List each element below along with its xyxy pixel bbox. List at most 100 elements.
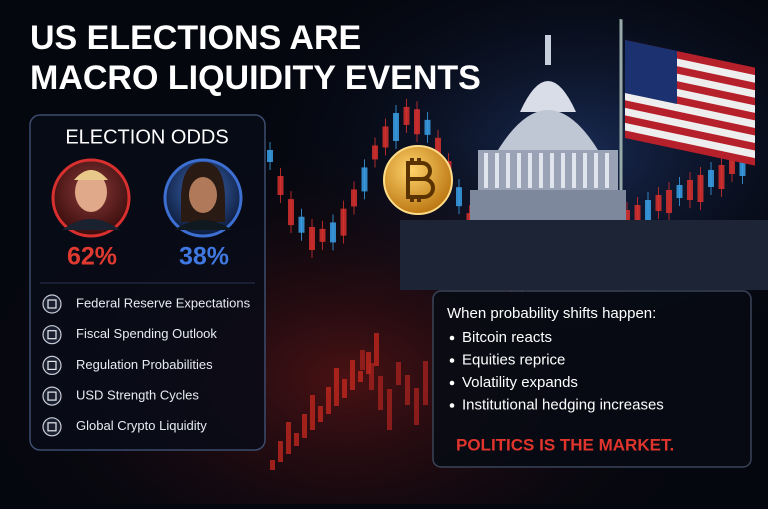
title-line: MACRO LIQUIDITY EVENTS: [30, 59, 481, 97]
candle: [330, 222, 336, 243]
candle: [340, 208, 347, 236]
column: [572, 153, 576, 188]
dome: [498, 110, 598, 150]
candle: [435, 137, 441, 160]
candle: [708, 170, 714, 187]
candle: [374, 333, 379, 366]
candle: [342, 379, 347, 398]
factor-label: Fiscal Spending Outlook: [76, 326, 217, 341]
suit: [174, 220, 232, 230]
candle: [294, 433, 299, 446]
factor-label: Global Crypto Liquidity: [76, 418, 207, 433]
bullet-text: Equities reprice: [462, 351, 565, 368]
candle: [414, 388, 419, 425]
candle: [366, 352, 371, 374]
factor-label: USD Strength Cycles: [76, 388, 199, 403]
base: [470, 190, 626, 220]
column: [484, 153, 488, 188]
candle: [298, 216, 305, 233]
bullet-dot: [449, 380, 455, 386]
candle: [378, 376, 383, 410]
shift-box: [432, 290, 752, 468]
candidate-blue: [163, 158, 243, 238]
candle: [729, 160, 735, 174]
factor-icon: [42, 417, 62, 437]
candle: [676, 185, 683, 198]
candle: [382, 126, 389, 148]
candle: [309, 226, 315, 250]
column: [506, 153, 510, 188]
candle: [361, 167, 368, 192]
factor-icon-glyph: [47, 391, 57, 401]
column: [528, 153, 532, 188]
column: [561, 153, 565, 188]
candle: [278, 441, 283, 462]
flag-stripe: [625, 107, 755, 144]
factor-icon-glyph: [47, 330, 57, 340]
candle: [369, 363, 374, 390]
factor-label: Regulation Probabilities: [76, 357, 213, 372]
bullet-text: Institutional hedging increases: [462, 396, 664, 413]
candle: [396, 362, 401, 385]
bullet-list: Bitcoin reacts Equities reprice Volatility…: [449, 329, 664, 413]
title-line: US ELECTIONS ARE: [30, 19, 361, 57]
factor-icon: [42, 294, 62, 314]
candle: [360, 350, 365, 370]
candle: [697, 175, 704, 202]
shift-heading: When probability shifts happen:: [447, 305, 656, 322]
column: [517, 153, 521, 188]
face: [189, 177, 217, 213]
candle: [655, 195, 662, 211]
column: [550, 153, 554, 188]
factor-icon: [42, 325, 62, 345]
candle: [645, 200, 651, 226]
candle: [403, 106, 410, 125]
factor-icon: [42, 386, 62, 406]
candle: [310, 395, 315, 430]
flag: [619, 18, 755, 290]
candle: [267, 150, 273, 162]
capitol: [400, 35, 768, 290]
candle: [423, 361, 428, 405]
candle: [319, 228, 326, 242]
flag-stripe: [625, 92, 755, 128]
candle: [270, 460, 275, 470]
candle: [326, 387, 331, 414]
candle: [456, 187, 462, 207]
candle: [288, 199, 294, 226]
suit: [62, 219, 120, 230]
candle: [358, 371, 363, 382]
flag-canton: [625, 40, 677, 105]
column: [495, 153, 499, 188]
panel-title: ELECTION ODDS: [65, 126, 228, 148]
bullet-dot: [449, 403, 455, 408]
dome-top: [520, 81, 576, 112]
bullet-dot: [449, 335, 455, 341]
dome-spire: [545, 35, 551, 65]
odds-blue: 38%: [179, 243, 229, 271]
column: [594, 153, 598, 188]
flag-stripe: [625, 122, 755, 159]
candle: [393, 112, 399, 141]
candle: [739, 155, 746, 176]
candle: [334, 368, 339, 406]
bullet-text: Volatility expands: [462, 374, 578, 391]
factor-label: Federal Reserve Expectations: [76, 295, 251, 310]
shift-footer: POLITICS IS THE MARKET.: [456, 435, 674, 454]
candle: [286, 422, 291, 454]
candle: [302, 414, 307, 438]
factor-icon: [42, 355, 62, 375]
bullet-dot: [449, 358, 455, 363]
column: [583, 153, 587, 188]
wings: [400, 220, 768, 290]
candle: [372, 145, 378, 160]
factor-list: Federal Reserve Expectations Fiscal Spend…: [42, 294, 251, 437]
odds-red: 62%: [67, 243, 117, 271]
bitcoin-symbol: [406, 158, 435, 202]
candle: [405, 375, 410, 405]
bitcoin-coin: [383, 145, 453, 215]
face: [75, 172, 107, 212]
candle: [318, 406, 323, 422]
